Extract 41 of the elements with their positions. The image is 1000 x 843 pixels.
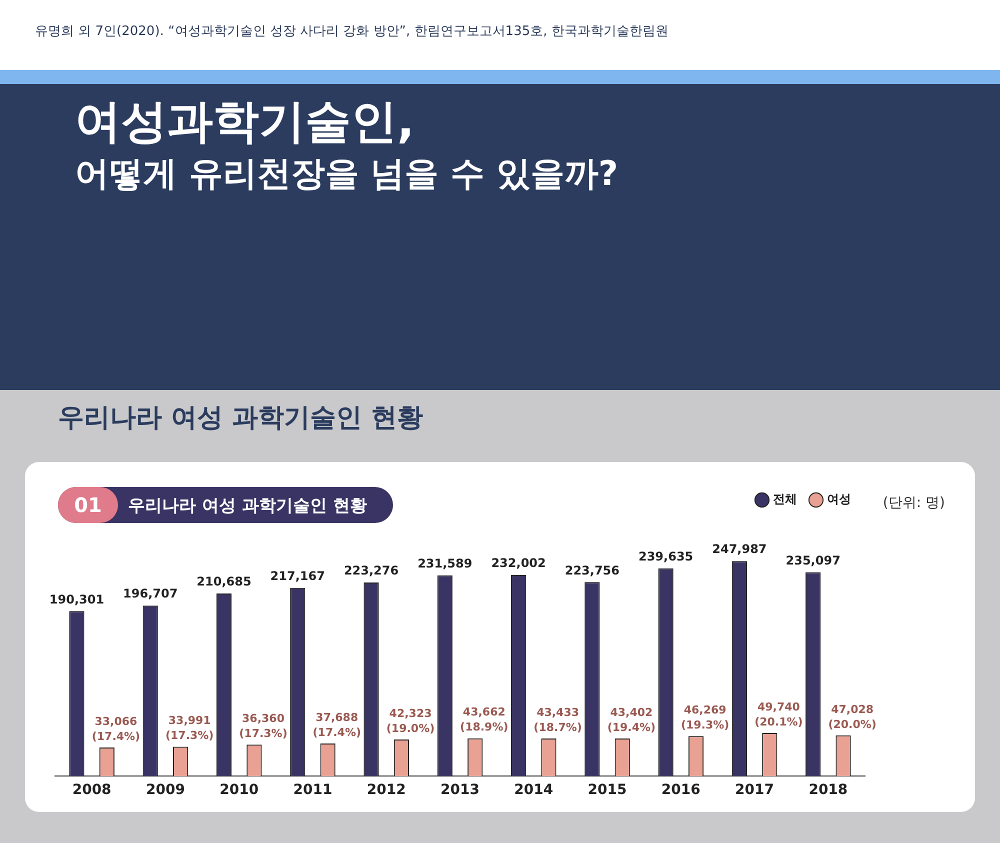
text: 우리나라 여성 과학기술인 현황 xyxy=(128,494,367,516)
x-tick-label: 2016 xyxy=(661,782,700,798)
legend-label: 전체 xyxy=(773,492,797,506)
x-tick-label: 2009 xyxy=(146,782,185,798)
data-label: 217,167 xyxy=(270,568,325,583)
data-label: 223,756 xyxy=(564,563,620,578)
data-label: 232,002 xyxy=(491,556,546,570)
data-label: 43,433 (18.7%) xyxy=(534,706,582,734)
data-label: 235,097 xyxy=(786,553,840,568)
legend-label: 여성 xyxy=(827,492,851,506)
x-tick-label: 2015 xyxy=(588,782,627,798)
x-tick-label: 2014 xyxy=(514,782,554,798)
data-label: 43,402 (19.4%) xyxy=(607,706,656,734)
x-tick-label: 2012 xyxy=(366,782,406,798)
data-label: 42,323 (19.0%) xyxy=(386,706,435,735)
data-label: 33,991 (17.3%) xyxy=(166,714,214,742)
data-label: 247,987 xyxy=(712,542,767,556)
data-label: 210,685 xyxy=(196,574,252,589)
text: (단위: 명) xyxy=(882,494,945,512)
data-label: 231,589 xyxy=(418,556,472,570)
data-label: 33,066 (17.4%) xyxy=(92,714,140,743)
x-tick-label: 2010 xyxy=(220,782,259,798)
x-tick-label: 2013 xyxy=(440,782,480,798)
data-label: 190,301 xyxy=(49,592,104,606)
data-label: 223,276 xyxy=(344,564,399,578)
x-tick-label: 2018 xyxy=(808,782,848,798)
data-label: 36,360 (17.3%) xyxy=(239,712,288,740)
text: 01 xyxy=(58,487,118,523)
data-label: 37,688 (17.4%) xyxy=(312,710,361,739)
text: 유명희 외 7인(2020). “여성과학기술인 성장 사다리 강화 방안”, 한림연구보고서135호, 한국과학기술한림원 xyxy=(0,0,1000,70)
data-label: 47,028 (20.0%) xyxy=(828,702,876,731)
data-label: 46,269 (19.3%) xyxy=(680,703,730,732)
chart-subtitle: 우리나라 여성 과학기술인 현황 xyxy=(58,402,424,435)
x-tick-label: 2011 xyxy=(293,782,332,798)
data-label: 49,740 (20.1%) xyxy=(754,700,803,728)
data-label: 43,662 (18.9%) xyxy=(460,706,508,734)
data-label: 196,707 xyxy=(123,586,178,601)
data-label: 239,635 xyxy=(638,549,694,564)
chart-title: 여성과학기술인, 어떻게 유리천장을 넘을 수 있을까? xyxy=(75,93,618,196)
x-tick-label: 2008 xyxy=(72,782,112,798)
x-tick-label: 2017 xyxy=(735,782,774,798)
